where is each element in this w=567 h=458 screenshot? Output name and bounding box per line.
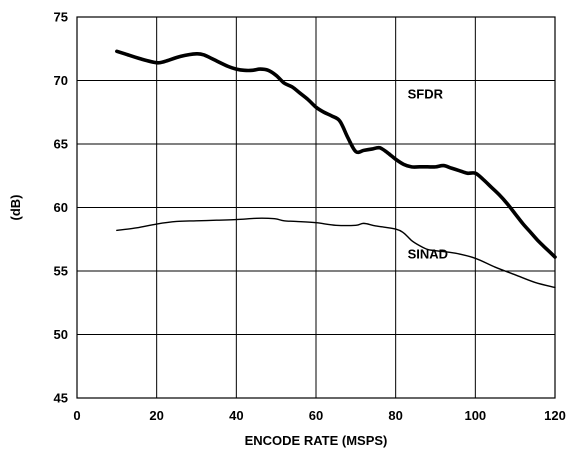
x-tick-label: 100 <box>464 408 486 423</box>
x-tick-label: 40 <box>229 408 243 423</box>
y-tick-label: 45 <box>54 391 68 406</box>
y-tick-label: 60 <box>54 200 68 215</box>
series-layer <box>115 49 557 289</box>
tick-labels: 0 20 40 60 80 100 120 45 50 55 60 65 70 75 <box>54 10 566 424</box>
series-line-sinad <box>116 217 556 289</box>
y-axis-label: (dB) <box>8 195 23 221</box>
grid <box>77 17 555 398</box>
y-tick-label: 70 <box>54 73 68 88</box>
x-axis-label: ENCODE RATE (MSPS) <box>245 433 388 448</box>
series-line-sfdr <box>115 49 557 259</box>
annotation-sfdr: SFDR <box>408 86 444 101</box>
y-tick-label: 55 <box>54 264 68 279</box>
x-tick-label: 80 <box>388 408 402 423</box>
x-tick-label: 120 <box>544 408 566 423</box>
y-tick-label: 50 <box>54 327 68 342</box>
x-tick-label: 0 <box>73 408 80 423</box>
x-tick-label: 60 <box>309 408 323 423</box>
y-tick-label: 75 <box>54 10 68 25</box>
annotation-sinad: SINAD <box>408 246 448 261</box>
annotations: SFDR SINAD <box>408 86 448 261</box>
y-tick-label: 65 <box>54 137 68 152</box>
x-tick-label: 20 <box>149 408 163 423</box>
plot-frame <box>76 16 556 399</box>
